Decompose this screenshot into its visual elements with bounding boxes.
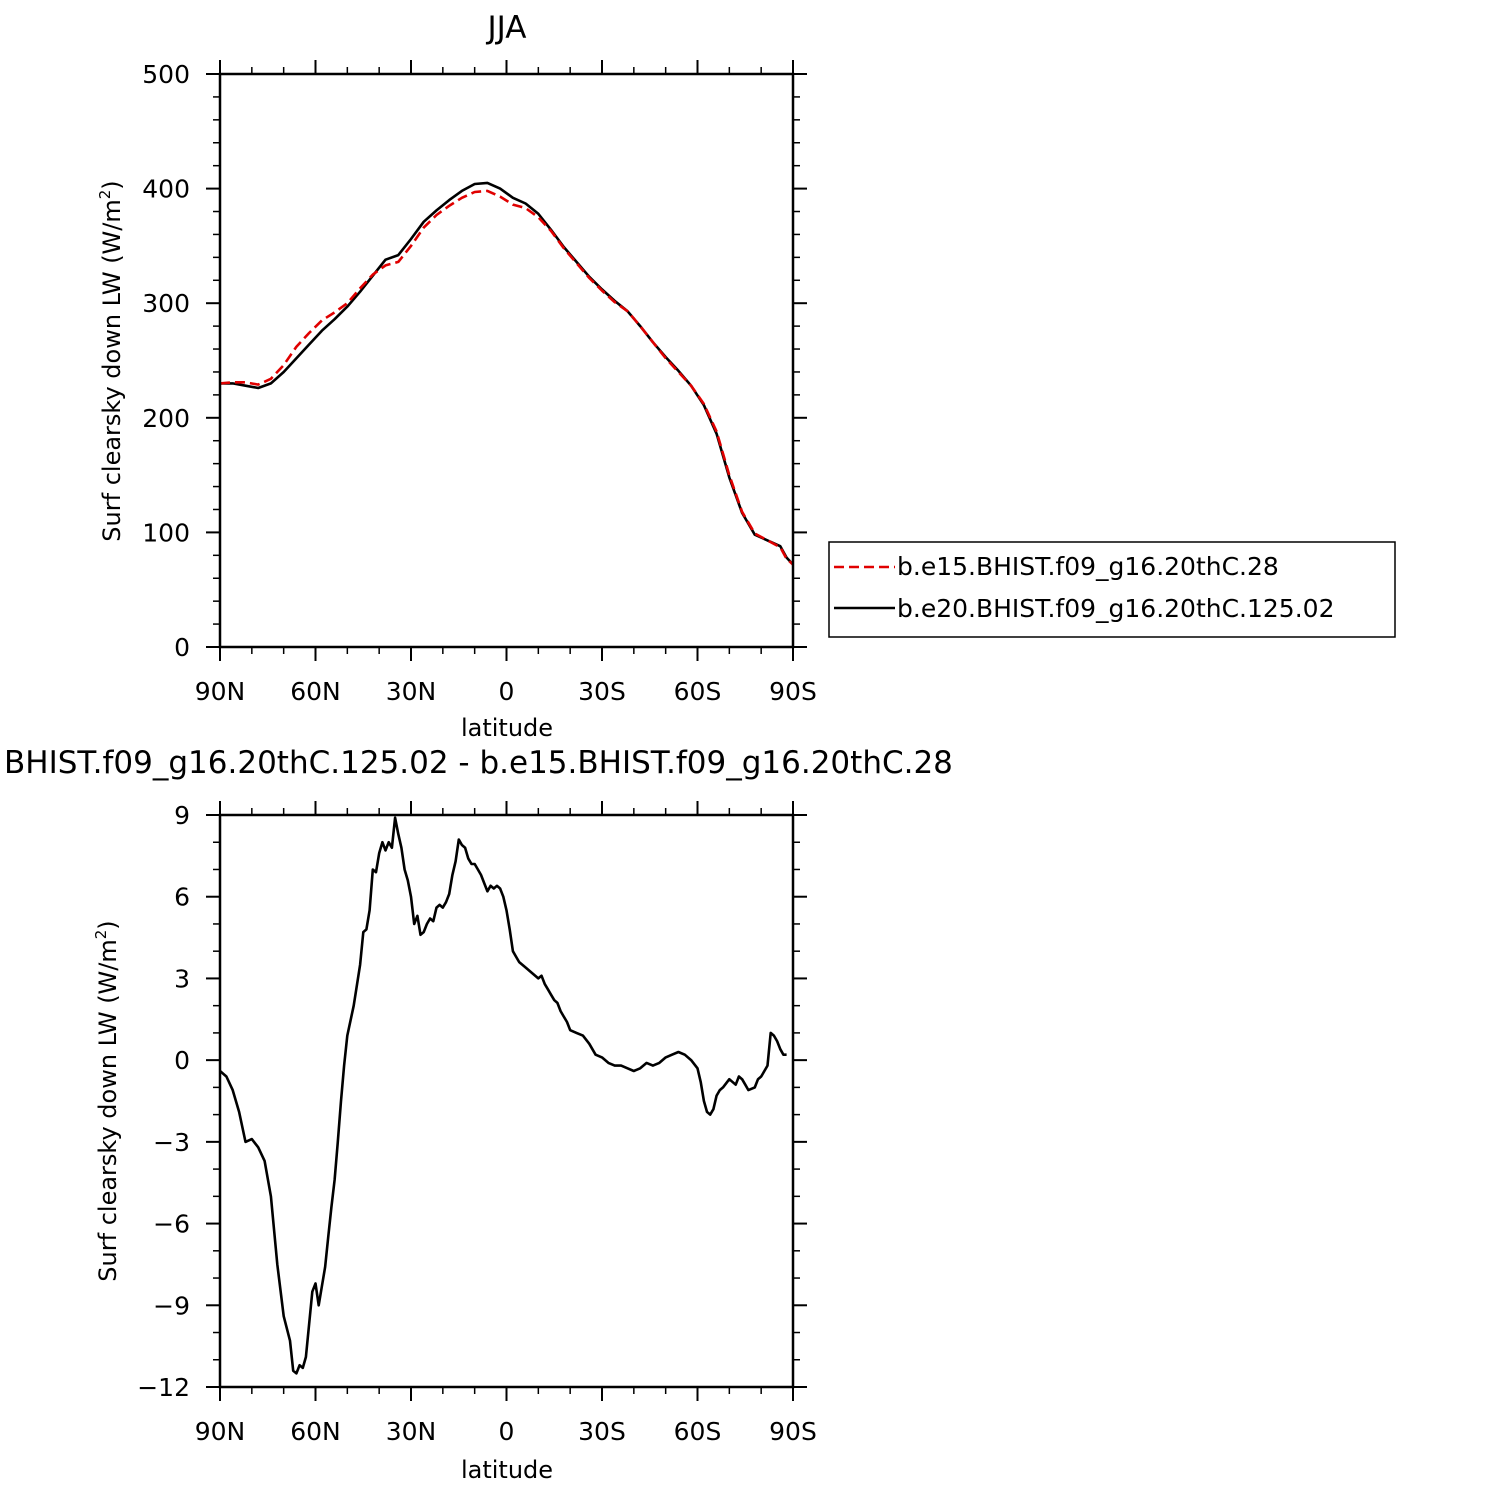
y-tick-label: 500: [142, 60, 190, 89]
bottom-x-tick-labels: 90N 60N 30N 0 30S 60S 90S: [195, 1417, 817, 1446]
x-tick-label: 90N: [195, 677, 246, 706]
legend-label-e15: b.e15.BHIST.f09_g16.20thC.28: [897, 552, 1279, 581]
legend-label-e20: b.e20.BHIST.f09_g16.20thC.125.02: [897, 594, 1334, 623]
y-tick-label: 200: [142, 404, 190, 433]
x-tick-label: 30S: [578, 677, 626, 706]
top-x-tick-labels: 90N 60N 30N 0 30S 60S 90S: [195, 677, 817, 706]
x-tick-label: 60S: [674, 1417, 722, 1446]
x-tick-label: 90S: [769, 1417, 817, 1446]
top-y-tick-labels: 0 100 200 300 400 500: [142, 60, 190, 662]
top-axis-ticks: [206, 60, 807, 661]
y-tick-label: 300: [142, 289, 190, 318]
x-tick-label: 0: [499, 1417, 515, 1446]
bottom-axis-ticks: [206, 801, 807, 1401]
bottom-plot-frame: [218, 813, 795, 1389]
y-tick-label: −3: [153, 1128, 190, 1157]
y-tick-label: 6: [174, 883, 190, 912]
top-plot-frame: [218, 72, 795, 649]
bottom-panel: BHIST.f09_g16.20thC.125.02 - b.e15.BHIST…: [4, 745, 953, 1484]
bottom-y-axis-label: Surf clearsky down LW (W/m2): [92, 920, 122, 1281]
x-tick-label: 30S: [578, 1417, 626, 1446]
y-tick-label: 3: [174, 964, 190, 993]
y-tick-label: 100: [142, 518, 190, 547]
y-tick-label: 400: [142, 175, 190, 204]
x-tick-label: 60N: [290, 1417, 341, 1446]
y-tick-label: 9: [174, 801, 190, 830]
x-tick-label: 60S: [674, 677, 722, 706]
legend-box: [828, 541, 1396, 638]
top-series-line-0: [219, 189, 794, 566]
bottom-title: BHIST.f09_g16.20thC.125.02 - b.e15.BHIST…: [4, 745, 953, 781]
top-y-axis-label: Surf clearsky down LW (W/m2): [96, 180, 126, 541]
bot-series-line-0: [219, 816, 787, 1375]
x-tick-label: 0: [499, 677, 515, 706]
x-tick-label: 30N: [386, 1417, 437, 1446]
bottom-y-tick-labels: −12 −9 −6 −3 0 3 6 9: [137, 801, 190, 1402]
top-panel: JJA 0 100 200 300 400 500 90N 60N 30N 0 30S 60S 90S…: [96, 10, 817, 742]
y-tick-label: −9: [153, 1291, 190, 1320]
bottom-x-axis-label: latitude: [461, 1456, 553, 1484]
x-tick-label: 90N: [195, 1417, 246, 1446]
y-tick-label: −6: [153, 1210, 190, 1239]
bottom-series-group: [219, 816, 787, 1375]
top-series-line-1: [220, 181, 794, 566]
y-tick-label: −12: [137, 1373, 190, 1402]
top-x-axis-label: latitude: [461, 714, 553, 742]
x-tick-label: 60N: [290, 677, 341, 706]
top-series-group: [219, 181, 794, 566]
top-title: JJA: [486, 10, 527, 46]
y-tick-label: 0: [174, 633, 190, 662]
x-tick-label: 30N: [386, 677, 437, 706]
y-tick-label: 0: [174, 1046, 190, 1075]
legend: b.e15.BHIST.f09_g16.20thC.28 b.e20.BHIST…: [828, 541, 1396, 638]
x-tick-label: 90S: [769, 677, 817, 706]
